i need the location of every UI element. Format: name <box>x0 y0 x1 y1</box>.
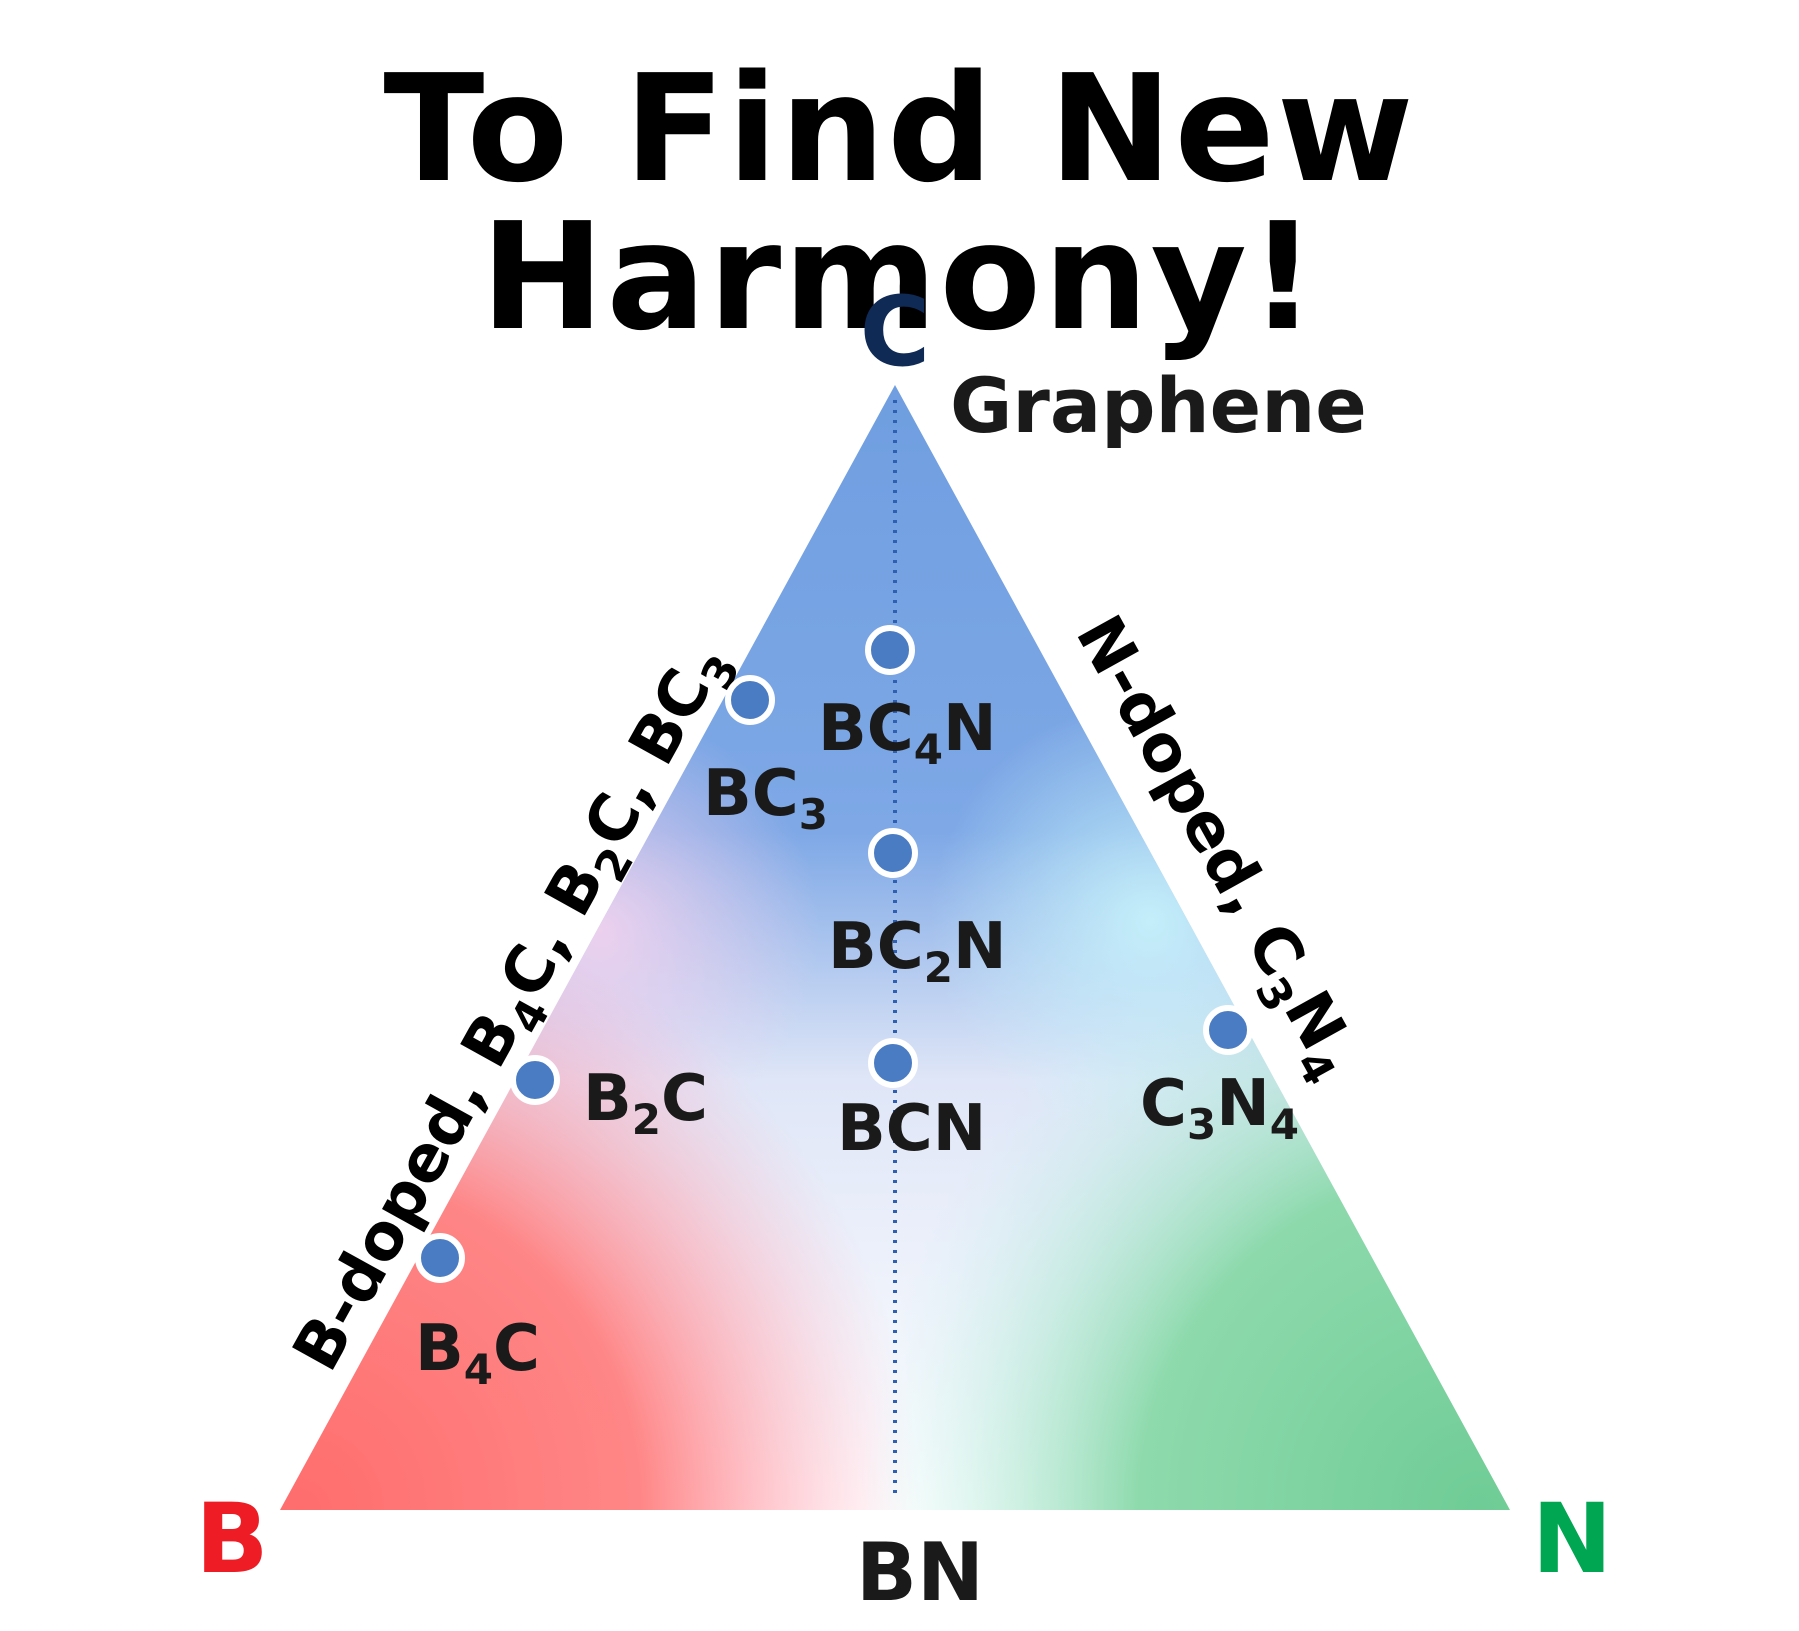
vertex-label-n: N <box>1532 1483 1612 1595</box>
label-bc2n: BC2N <box>828 910 1007 992</box>
point-bc4n <box>865 625 915 675</box>
point-bcn <box>868 1038 918 1088</box>
point-bc2n <box>868 828 918 878</box>
label-bc4n: BC4N <box>818 692 997 774</box>
point-b2c <box>510 1055 560 1105</box>
graphene-label: Graphene <box>950 361 1367 450</box>
label-bcn: BCN <box>837 1092 986 1166</box>
bn-edge-label: BN <box>856 1526 984 1619</box>
point-bc3 <box>725 675 775 725</box>
vertex-label-b: B <box>195 1483 268 1595</box>
point-c3n4 <box>1203 1005 1253 1055</box>
label-b2c: B2C <box>583 1062 708 1144</box>
page-title: To Find New Harmony! <box>383 43 1416 363</box>
label-c3n4: C3N4 <box>1140 1067 1299 1149</box>
vertex-label-c: C <box>860 276 930 388</box>
point-b4c <box>415 1233 465 1283</box>
label-b4c: B4C <box>415 1312 540 1394</box>
label-bc3: BC3 <box>703 757 828 839</box>
